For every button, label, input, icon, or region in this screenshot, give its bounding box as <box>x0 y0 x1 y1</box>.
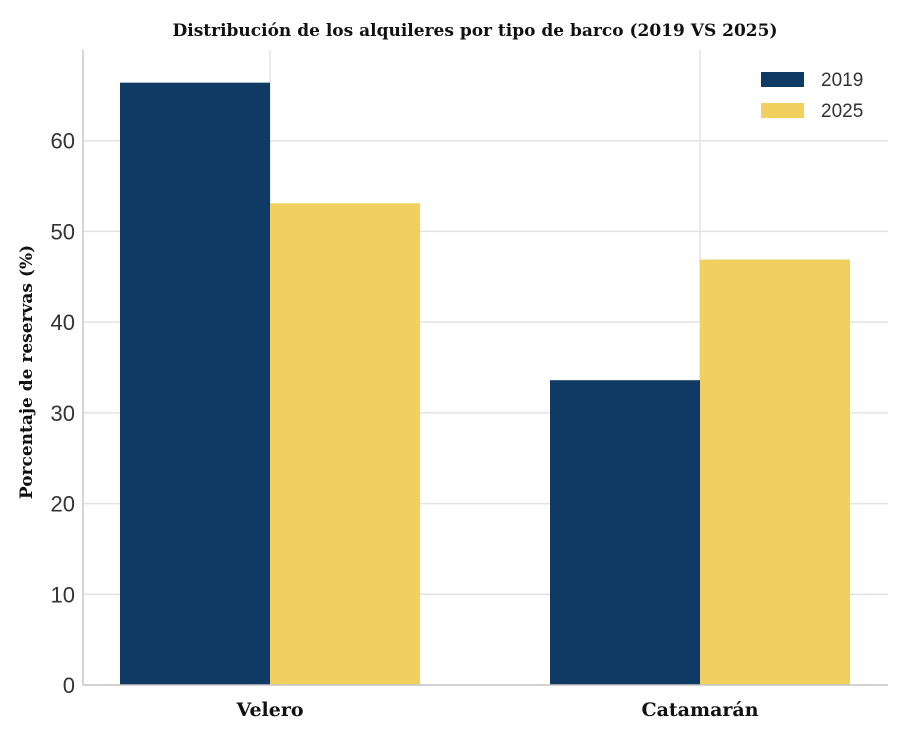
y-tick-label: 30 <box>51 401 75 426</box>
bar-2019-Velero <box>120 82 270 685</box>
y-tick-label: 10 <box>51 582 75 607</box>
y-tick-label: 60 <box>51 129 75 154</box>
legend-label-2019: 2019 <box>821 70 863 91</box>
y-tick-label: 40 <box>51 310 75 335</box>
legend-swatch-2019 <box>761 72 804 87</box>
bar-2019-Catamarán <box>550 380 700 685</box>
y-tick-label: 50 <box>51 219 75 244</box>
legend: 2019 2025 <box>761 70 863 122</box>
legend-label-2025: 2025 <box>821 101 863 122</box>
bars <box>120 82 850 686</box>
axes: 0 10 20 30 40 50 60 Velero Catamarán <box>51 50 888 721</box>
y-tick-label: 0 <box>63 673 75 698</box>
y-tick-label: 20 <box>51 492 75 517</box>
x-tick-label: Velero <box>235 699 303 721</box>
x-tick-label: Catamarán <box>641 699 758 721</box>
bar-2025-Velero <box>270 203 420 686</box>
chart-title: Distribución de los alquileres por tipo … <box>173 21 778 41</box>
bar-2025-Catamarán <box>700 259 850 685</box>
y-axis-label: Porcentaje de reservas (%) <box>17 245 37 499</box>
legend-swatch-2025 <box>761 103 804 118</box>
